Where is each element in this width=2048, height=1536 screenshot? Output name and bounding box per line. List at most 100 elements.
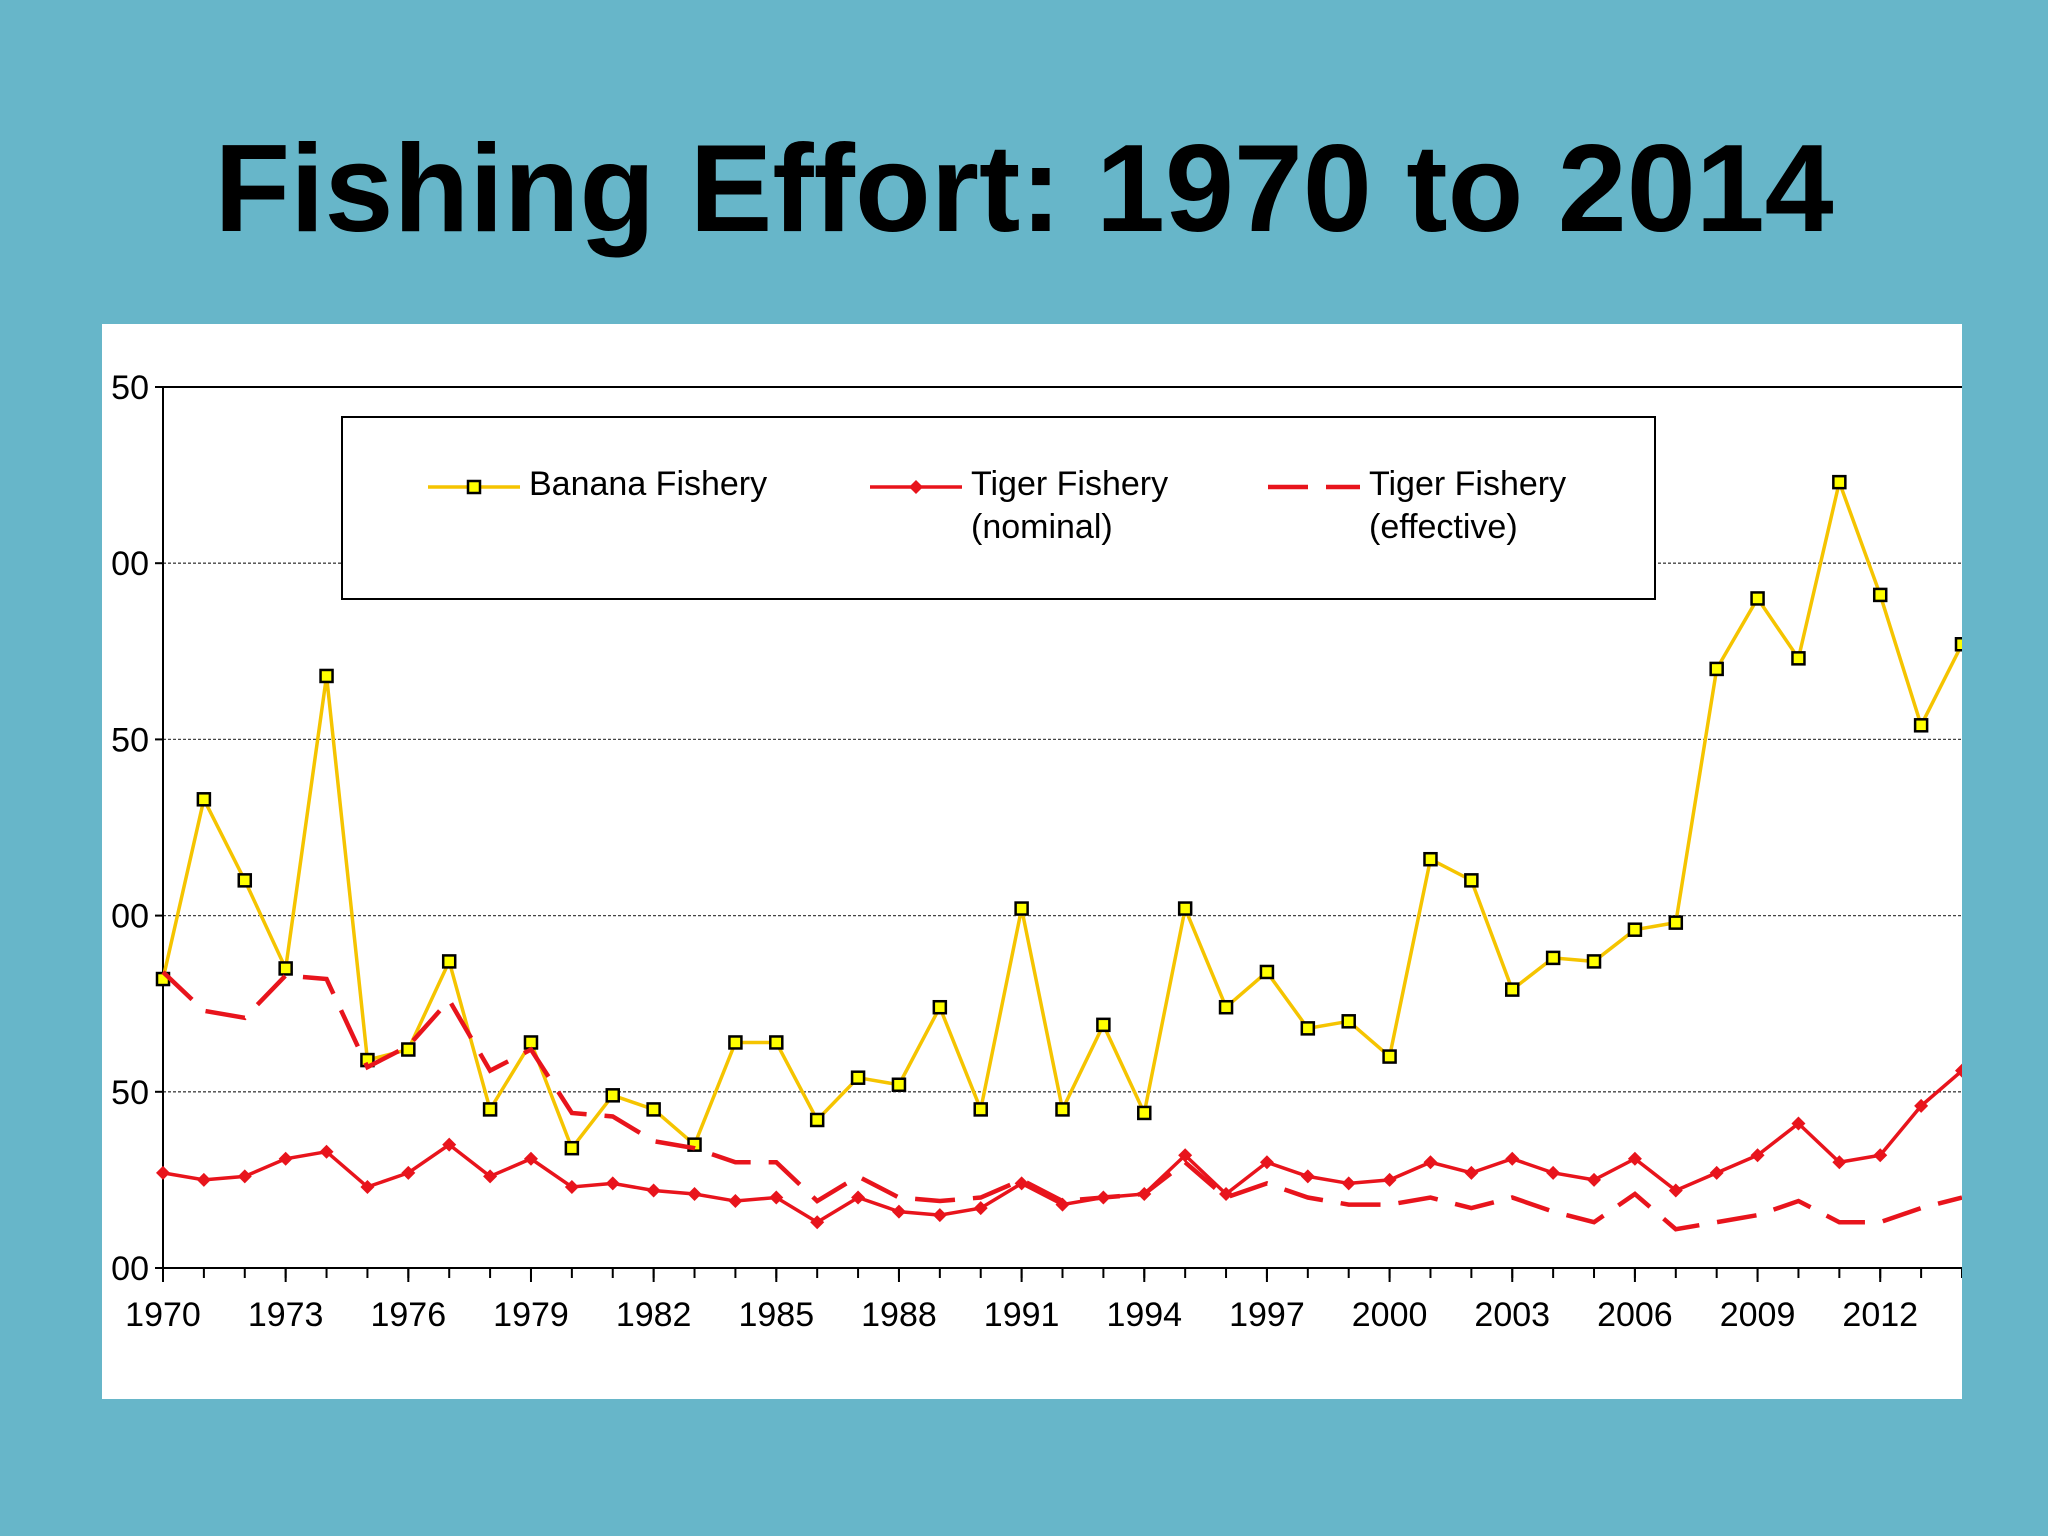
y-tick-label: 50: [111, 721, 149, 759]
data-point: [196, 1172, 211, 1187]
data-point: [850, 1070, 866, 1085]
x-tick-label: 1979: [493, 1296, 569, 1334]
data-point: [1750, 591, 1765, 606]
data-point: [1096, 1017, 1111, 1033]
data-point: [1545, 950, 1561, 966]
data-point: [1464, 873, 1479, 888]
data-point: [1259, 964, 1275, 980]
data-point: [401, 1042, 416, 1057]
data-point: [891, 1204, 906, 1219]
data-point: [196, 792, 212, 807]
data-point: [1832, 474, 1847, 490]
x-tick-label: 1997: [1229, 1296, 1305, 1334]
data-point: [1423, 851, 1438, 867]
legend-marker: [466, 479, 482, 495]
data-point: [769, 1190, 784, 1205]
y-tick-label: 50: [111, 1074, 149, 1112]
data-point: [523, 1035, 539, 1050]
data-point: [1627, 922, 1643, 937]
legend-marker: [909, 480, 923, 494]
data-point: [1587, 1172, 1602, 1187]
x-tick-label: 1976: [370, 1296, 446, 1334]
legend-label: Banana Fishery: [529, 465, 768, 503]
data-point: [1341, 1176, 1356, 1191]
data-point: [441, 954, 457, 969]
data-point: [1914, 1098, 1929, 1113]
slide-title: Fishing Effort: 1970 to 2014: [214, 120, 1834, 258]
data-point: [1627, 1151, 1642, 1166]
x-tick-label: 1994: [1106, 1296, 1182, 1334]
data-point: [1872, 587, 1888, 603]
data-point: [1505, 1151, 1520, 1166]
plot-area: 00 50 00 50 00 50 1970 1973 1976 1979 1982 1985 1988…: [111, 369, 1962, 1334]
data-point: [319, 1144, 334, 1159]
x-tick-label: 1970: [125, 1296, 201, 1334]
x-tick-label: 1973: [248, 1296, 324, 1334]
data-point: [1954, 637, 1962, 652]
data-point: [851, 1190, 866, 1205]
y-tick-label: 00: [111, 898, 149, 936]
x-tick-label: 2012: [1842, 1296, 1918, 1334]
data-point: [728, 1194, 743, 1209]
data-point: [1055, 1102, 1070, 1117]
data-point: [1955, 1063, 1962, 1078]
x-tick-label: 2006: [1597, 1296, 1673, 1334]
x-tick-label: 1991: [984, 1296, 1060, 1334]
data-point: [1178, 1148, 1193, 1163]
data-point: [237, 873, 253, 888]
data-point: [1913, 718, 1929, 733]
data-point: [278, 1151, 293, 1166]
data-point: [1382, 1172, 1397, 1187]
data-point: [1505, 982, 1520, 997]
data-point: [1177, 901, 1193, 916]
data-point: [1464, 1165, 1479, 1180]
x-tick-label: 1988: [861, 1296, 937, 1334]
data-point: [1546, 1165, 1561, 1180]
data-point: [319, 668, 334, 684]
legend-box: [341, 416, 1656, 600]
data-point: [1218, 999, 1234, 1015]
x-tick-label: 1982: [616, 1296, 692, 1334]
data-point: [1873, 1148, 1888, 1163]
data-point: [156, 1165, 170, 1180]
data-point: [932, 1208, 947, 1223]
data-point: [1014, 901, 1029, 916]
y-tick-label: 50: [111, 369, 149, 407]
data-point: [646, 1183, 661, 1198]
data-point: [483, 1169, 498, 1184]
data-point: [442, 1137, 457, 1152]
data-point: [278, 961, 293, 976]
data-point: [1300, 1169, 1315, 1184]
series-line: [161, 970, 1962, 1232]
data-point: [1791, 1116, 1806, 1131]
data-point: [1832, 1155, 1847, 1170]
data-point: [523, 1151, 538, 1166]
data-point: [646, 1102, 661, 1117]
data-point: [1423, 1155, 1438, 1170]
data-point: [1219, 1186, 1234, 1201]
data-point: [605, 1176, 620, 1191]
data-point: [769, 1035, 784, 1050]
y-tick-label: 00: [111, 1250, 149, 1288]
data-point: [1668, 915, 1684, 930]
data-point: [1586, 954, 1602, 969]
y-tick-label: 00: [111, 545, 149, 583]
data-point: [237, 1169, 252, 1184]
data-point: [973, 1102, 988, 1117]
data-point: [1014, 1176, 1029, 1191]
data-point: [1750, 1148, 1765, 1163]
data-point: [1791, 651, 1806, 666]
data-point: [1668, 1183, 1683, 1198]
data-point: [1709, 661, 1724, 677]
data-point: [1341, 1014, 1356, 1029]
data-point: [1259, 1155, 1274, 1170]
x-tick-label: 1985: [738, 1296, 814, 1334]
data-point: [1300, 1021, 1316, 1036]
data-point: [564, 1179, 579, 1194]
data-point: [1709, 1165, 1724, 1180]
data-point: [360, 1179, 375, 1194]
data-point: [1382, 1049, 1397, 1064]
data-point: [687, 1186, 702, 1201]
